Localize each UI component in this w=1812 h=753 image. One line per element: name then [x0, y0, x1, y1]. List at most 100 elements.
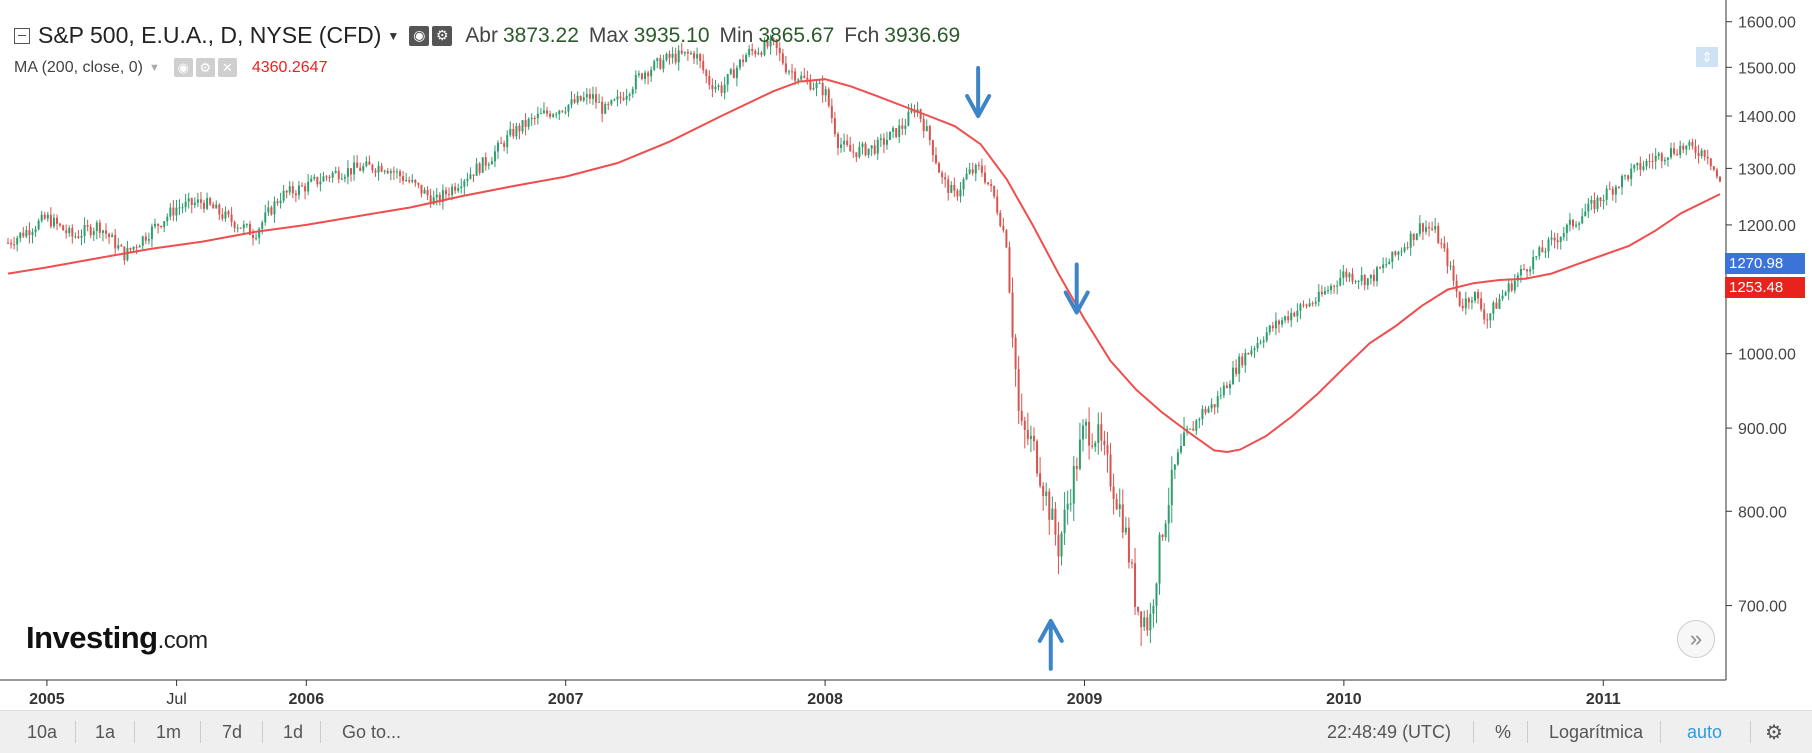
scale-toggle-icon[interactable]: ⇕ — [1696, 47, 1718, 67]
candle-body — [1473, 291, 1476, 301]
settings-gear-icon[interactable]: ⚙ — [432, 25, 453, 46]
candle-body — [919, 109, 922, 119]
candle-body — [564, 111, 567, 113]
candle-body — [1645, 160, 1648, 167]
ma-dropdown-icon[interactable]: ▼ — [148, 61, 160, 74]
candle-body — [346, 168, 349, 177]
ma-price-tag: 1253.48 — [1725, 277, 1805, 298]
candle-body — [328, 177, 331, 179]
ma-settings-gear-icon[interactable]: ⚙ — [195, 58, 215, 77]
candle-body — [46, 214, 49, 219]
candle-body — [414, 179, 417, 183]
x-tick-label: 2005 — [29, 691, 65, 708]
candle-body — [1571, 219, 1574, 227]
candle-body — [1213, 404, 1216, 408]
candle-body — [463, 180, 466, 187]
candle-body — [1235, 367, 1238, 374]
range-1y-button[interactable]: 1a — [95, 721, 116, 742]
candle-body — [1179, 446, 1182, 453]
candle-body — [56, 217, 59, 224]
candle-body — [1354, 281, 1357, 283]
chart-settings-gear-icon[interactable]: ⚙ — [1765, 721, 1783, 744]
candle-body — [521, 120, 524, 132]
range-10y-button[interactable]: 10a — [27, 721, 58, 742]
candle-body — [1017, 369, 1020, 411]
symbol-title[interactable]: S&P 500, E.U.A., D, NYSE (CFD) — [38, 22, 382, 48]
candle-body — [787, 71, 790, 73]
candle-body — [1715, 169, 1718, 177]
arrow-down-annotation — [965, 66, 992, 119]
candle-body — [1336, 285, 1339, 287]
candle-body — [662, 60, 665, 69]
candle-body — [86, 225, 89, 227]
candle-body — [80, 235, 83, 238]
candle-body — [999, 212, 1002, 226]
candle-body — [451, 186, 454, 195]
log-scale-button[interactable]: Logarítmica — [1549, 721, 1644, 742]
candle-body — [248, 224, 251, 235]
candle-body — [1360, 275, 1363, 281]
candle-body — [472, 174, 475, 176]
candle-body — [270, 207, 273, 215]
candle-body — [126, 247, 129, 261]
candle-body — [754, 50, 757, 55]
auto-scale-button[interactable]: auto — [1687, 721, 1723, 742]
candle-body — [1176, 452, 1179, 465]
candle-body — [215, 204, 218, 209]
candle-body — [132, 246, 135, 250]
arrow-down-annotation — [1063, 262, 1090, 315]
goto-date-button[interactable]: Go to... — [342, 721, 402, 742]
candle-body — [1455, 280, 1458, 292]
ma-label[interactable]: MA (200, close, 0) — [14, 58, 143, 76]
scroll-to-end-icon[interactable]: » — [1677, 620, 1715, 658]
x-tick-label: Jul — [166, 691, 186, 708]
range-1d-button[interactable]: 1d — [283, 721, 304, 742]
percent-scale-button[interactable]: % — [1495, 721, 1512, 742]
candle-body — [1461, 305, 1464, 309]
candle-body — [1428, 227, 1431, 229]
candle-body — [181, 207, 184, 209]
symbol-dropdown-icon[interactable]: ▼ — [387, 28, 400, 43]
candle-body — [325, 176, 328, 178]
ma-remove-icon[interactable]: ✕ — [217, 58, 237, 77]
candle-body — [1682, 145, 1685, 150]
candle-body — [172, 207, 175, 216]
candle-body — [1568, 219, 1571, 225]
candle-body — [889, 131, 892, 140]
candle-body — [993, 186, 996, 197]
toolbar-divider — [200, 721, 201, 743]
candle-body — [1023, 420, 1026, 430]
candle-body — [1507, 283, 1510, 293]
candle-body — [1519, 268, 1522, 276]
candle-body — [307, 181, 310, 192]
logo-name: Investing — [26, 620, 158, 655]
candle-body — [717, 85, 720, 87]
x-tick-label: 2010 — [1326, 691, 1362, 708]
ma-visibility-icon[interactable]: ◉ — [173, 58, 193, 77]
candle-body — [1330, 285, 1333, 291]
range-7d-button[interactable]: 7d — [222, 721, 243, 742]
visibility-icon[interactable]: ◉ — [409, 25, 430, 46]
candle-body — [239, 227, 242, 229]
candle-body — [1510, 283, 1513, 291]
candle-body — [1048, 491, 1051, 520]
toolbar-divider — [1660, 721, 1661, 743]
candle-body — [1170, 469, 1173, 506]
x-tick-label: 2008 — [807, 691, 843, 708]
candle-body — [212, 204, 215, 209]
candle-body — [1259, 342, 1262, 344]
investing-logo: Investing.com — [26, 620, 208, 656]
collapse-legend-icon[interactable] — [14, 27, 30, 44]
y-tick-label: 1500.00 — [1738, 60, 1796, 77]
candle-body — [1636, 162, 1639, 166]
candle-body — [297, 185, 300, 196]
candle-body — [1385, 264, 1388, 266]
candle-body — [1424, 227, 1427, 232]
candle-body — [610, 100, 613, 105]
candle-body — [760, 52, 763, 55]
candle-body — [1449, 265, 1452, 267]
range-1m-button[interactable]: 1m — [156, 721, 182, 742]
candle-body — [1486, 319, 1489, 321]
candle-body — [595, 94, 598, 103]
